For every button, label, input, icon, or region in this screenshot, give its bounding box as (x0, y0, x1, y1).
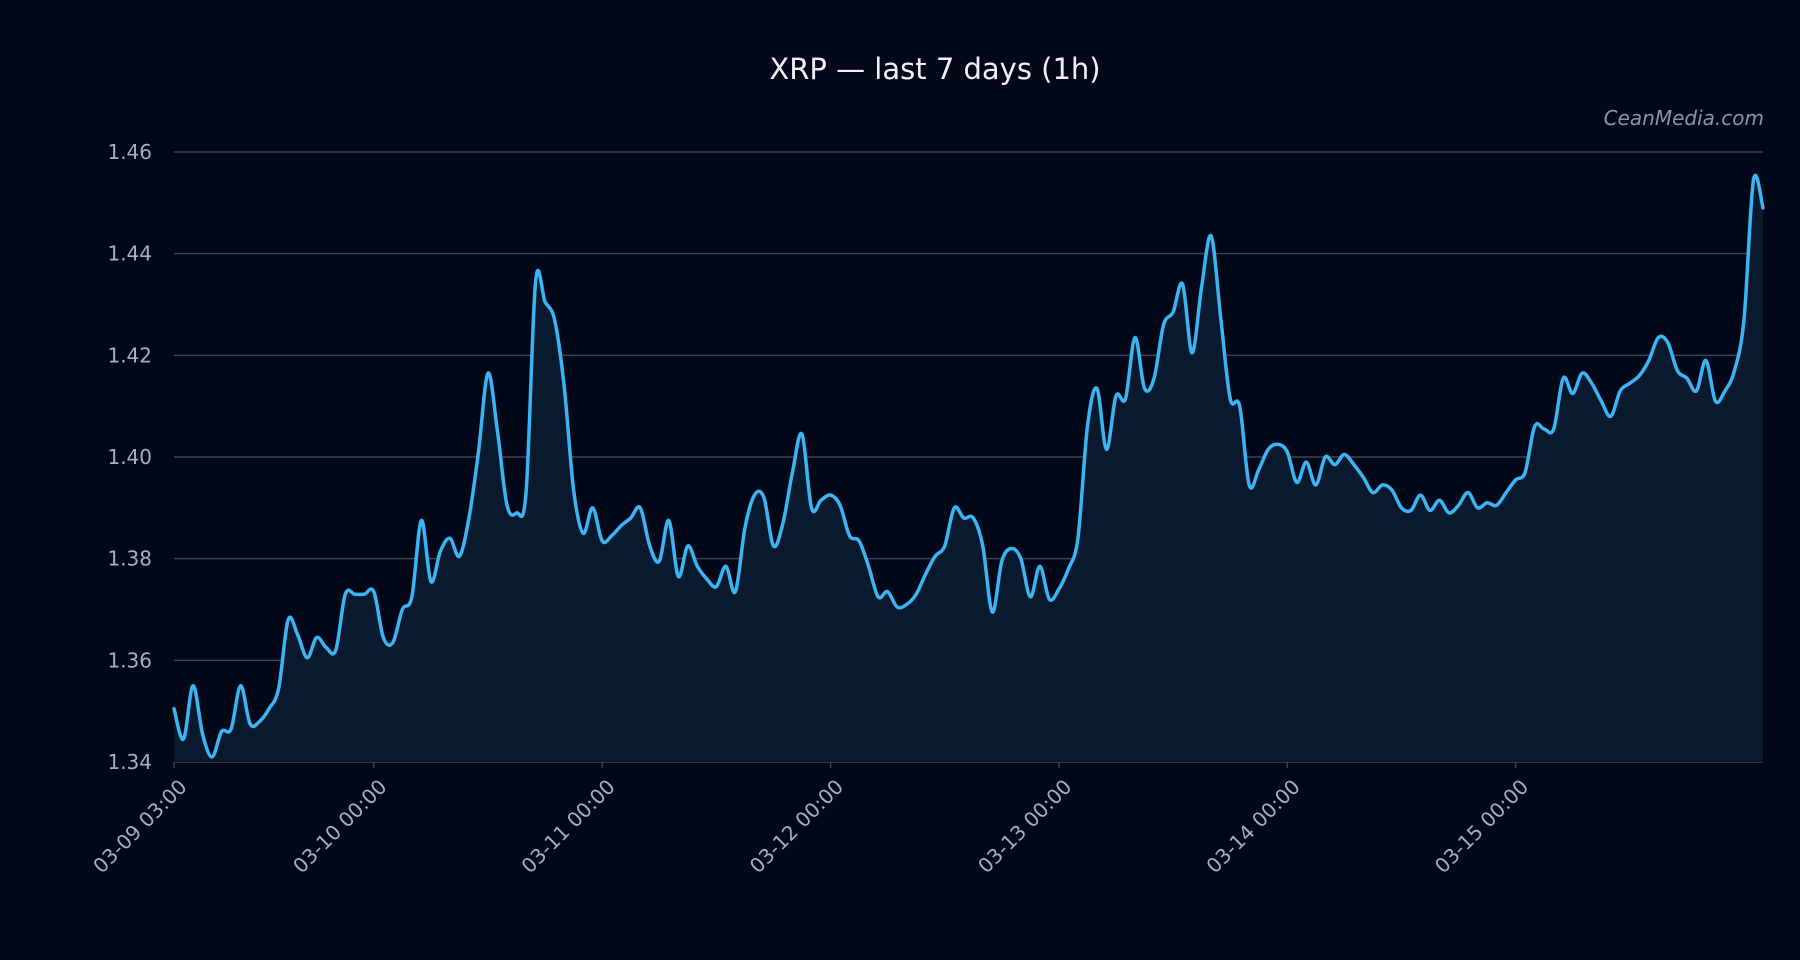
x-tick-label: 03-15 00:00 (1430, 775, 1533, 878)
x-tick-label: 03-09 03:00 (88, 775, 191, 878)
x-tick-label: 03-13 00:00 (973, 775, 1076, 878)
chart-title: XRP — last 7 days (1h) (769, 52, 1101, 86)
y-tick-label: 1.36 (107, 648, 152, 672)
x-axis-ticks: 03-09 03:00 03-10 00:00 03-11 00:00 03-12 0… (88, 762, 1533, 878)
x-tick-label: 03-14 00:00 (1201, 775, 1304, 878)
price-line (172, 173, 1765, 759)
x-tick-label: 03-12 00:00 (745, 775, 848, 878)
price-area-fill (174, 175, 1763, 763)
y-tick-label: 1.44 (107, 242, 152, 266)
y-tick-label: 1.46 (107, 140, 152, 164)
y-tick-label: 1.42 (107, 343, 152, 367)
y-tick-label: 1.34 (107, 750, 152, 774)
x-tick-label: 03-10 00:00 (288, 775, 391, 878)
y-tick-label: 1.40 (107, 445, 152, 469)
x-tick-label: 03-11 00:00 (516, 775, 619, 878)
y-tick-label: 1.38 (107, 547, 152, 571)
y-axis-ticks: 1.34 1.36 1.38 1.40 1.42 1.44 1.46 (107, 140, 152, 774)
watermark: CeanMedia.com (1603, 106, 1764, 130)
